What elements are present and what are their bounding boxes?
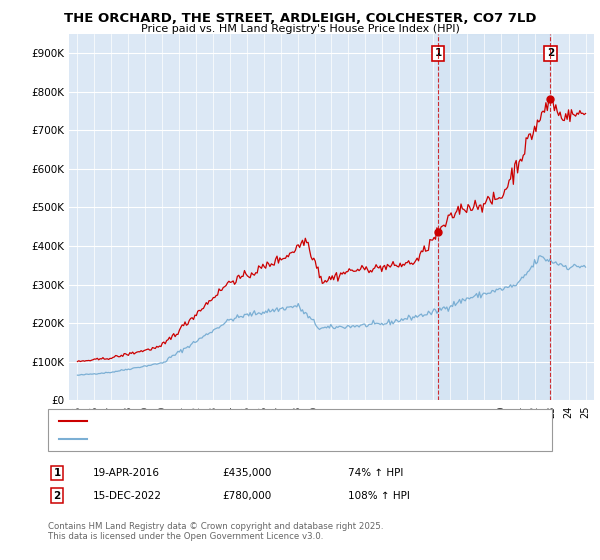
Text: Price paid vs. HM Land Registry's House Price Index (HPI): Price paid vs. HM Land Registry's House … bbox=[140, 24, 460, 34]
Bar bbox=[438, 34, 550, 400]
Text: 108% ↑ HPI: 108% ↑ HPI bbox=[348, 491, 410, 501]
Text: THE ORCHARD, THE STREET, ARDLEIGH, COLCHESTER, CO7 7LD: THE ORCHARD, THE STREET, ARDLEIGH, COLCH… bbox=[64, 12, 536, 25]
Text: 1: 1 bbox=[53, 468, 61, 478]
Text: Contains HM Land Registry data © Crown copyright and database right 2025.
This d: Contains HM Land Registry data © Crown c… bbox=[48, 522, 383, 542]
Text: £780,000: £780,000 bbox=[222, 491, 271, 501]
Text: 1: 1 bbox=[434, 48, 442, 58]
Text: 2: 2 bbox=[547, 48, 554, 58]
Text: 15-DEC-2022: 15-DEC-2022 bbox=[93, 491, 162, 501]
Text: 74% ↑ HPI: 74% ↑ HPI bbox=[348, 468, 403, 478]
Text: 19-APR-2016: 19-APR-2016 bbox=[93, 468, 160, 478]
Text: 2: 2 bbox=[53, 491, 61, 501]
Text: THE ORCHARD, THE STREET, ARDLEIGH, COLCHESTER, CO7 7LD (detached house): THE ORCHARD, THE STREET, ARDLEIGH, COLCH… bbox=[93, 416, 497, 426]
Text: HPI: Average price, detached house, Tendring: HPI: Average price, detached house, Tend… bbox=[93, 434, 316, 444]
Text: £435,000: £435,000 bbox=[222, 468, 271, 478]
